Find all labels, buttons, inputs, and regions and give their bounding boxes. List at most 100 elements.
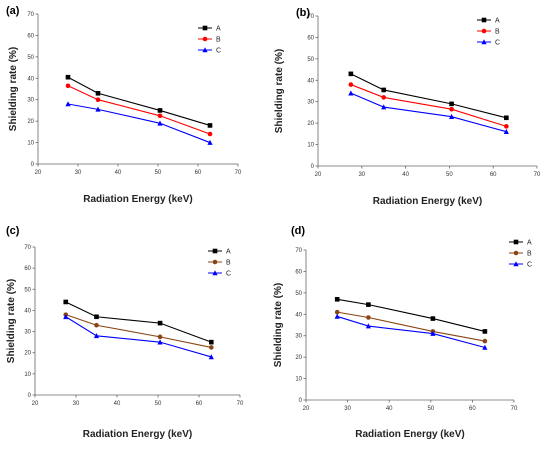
legend-swatch-marker [513,239,519,245]
data-point-C [93,333,100,339]
x-tick-label: 30 [344,406,351,412]
y-tick-label: 0 [311,164,315,170]
legend-label: A [527,240,532,247]
data-point-C [482,344,488,350]
x-tick-label: 50 [155,170,162,176]
x-tick-label: 70 [534,172,541,178]
data-point-B [209,345,214,350]
chart-panel-3: (c) 20 30 40 50 60 70 0 10 20 30 40 50 60 70 Radiation … [6,225,244,440]
x-tick-label: 30 [73,401,80,407]
x-tick-label: 60 [490,172,497,178]
legend-label: A [495,18,500,25]
legend-label: C [226,271,231,278]
y-tick-label: 10 [27,141,34,147]
data-point-A [334,296,340,302]
y-tick-label: 60 [295,269,302,275]
chart-panel-4: (d) 20 30 40 50 60 70 0 10 20 30 40 50 60 70 Radiation … [273,225,532,440]
x-tick-label: 70 [511,406,518,412]
x-axis-title: Radiation Energy (keV) [355,429,464,440]
y-tick-label: 30 [307,100,314,106]
y-tick-label: 30 [27,98,34,104]
legend-swatch-marker [212,259,218,265]
data-point-B [381,95,387,100]
y-tick-label: 60 [27,33,34,39]
data-point-A [504,115,509,121]
y-tick-label: 40 [27,76,34,82]
legend-label: A [216,26,221,33]
y-tick-label: 50 [295,291,302,297]
series-line-A [350,73,507,119]
chart-panel-2: (b) 20 30 40 50 60 70 0 10 20 30 40 50 60 70 Radiation … [274,7,541,207]
legend-swatch-marker [481,17,487,23]
data-point-B [95,97,101,103]
series-line-B [65,314,212,348]
y-tick-label: 40 [24,308,31,314]
data-point-C [208,354,214,360]
panel-label: (b) [296,7,310,19]
legend-swatch-marker [202,36,208,42]
data-point-A [366,302,371,307]
legend-label: B [495,29,500,36]
data-point-B [334,309,340,315]
y-tick-label: 40 [295,312,302,318]
series-line-A [67,76,211,126]
series-line-A [65,301,212,343]
data-point-B [504,124,509,129]
series-line-C [65,316,212,358]
data-point-B [157,113,163,119]
data-point-A [209,339,214,345]
y-tick-label: 60 [307,35,314,41]
data-point-B [94,322,99,328]
data-point-C [503,128,509,135]
data-point-B [366,315,371,320]
legend: ABC [208,249,231,278]
x-tick-label: 20 [303,406,310,412]
y-tick-label: 60 [24,266,31,272]
legend: ABC [198,26,221,55]
x-axis-title: Radiation Energy (keV) [83,194,192,205]
data-point-A [65,74,71,80]
x-tick-label: 30 [358,172,365,178]
y-axis-title: Shielding rate (%) [6,279,17,363]
y-tick-label: 0 [31,162,35,168]
data-point-A [157,108,163,113]
x-tick-label: 40 [386,406,393,412]
y-tick-label: 20 [307,121,314,127]
data-point-C [207,139,213,145]
y-tick-label: 20 [24,351,31,357]
series-line-C [67,103,211,144]
data-point-B [157,334,163,340]
legend: ABC [477,18,500,47]
data-point-A [381,87,386,93]
series-line-B [67,85,211,135]
y-tick-label: 70 [295,248,302,254]
y-tick-label: 40 [307,78,314,84]
legend-label: C [527,262,532,269]
x-tick-label: 40 [115,170,122,176]
y-tick-label: 70 [27,12,34,18]
data-point-B [207,131,213,137]
x-tick-label: 40 [402,172,409,178]
y-tick-label: 30 [24,330,31,336]
x-axis-title: Radiation Energy (keV) [83,429,192,440]
legend-label: A [226,249,231,256]
data-point-A [63,299,69,305]
panel-label: (d) [291,225,305,237]
data-point-C [381,104,387,110]
x-tick-label: 40 [114,401,121,407]
data-point-A [430,316,436,321]
data-point-A [449,101,454,107]
x-tick-label: 60 [195,170,202,176]
x-axis-title: Radiation Energy (keV) [373,196,482,207]
y-tick-label: 30 [295,334,302,340]
data-point-A [482,329,488,334]
data-point-A [348,71,354,77]
data-point-C [430,330,436,336]
x-tick-label: 50 [427,406,434,412]
data-point-C [157,120,163,126]
legend-swatch-marker [513,261,519,267]
legend-swatch-marker [481,28,487,34]
data-point-C [365,323,371,329]
data-point-C [448,113,455,120]
y-tick-label: 20 [295,355,302,361]
